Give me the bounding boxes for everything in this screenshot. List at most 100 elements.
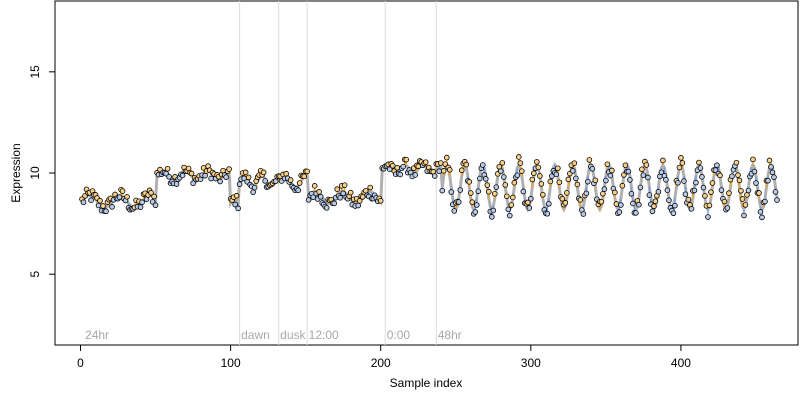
data-point (691, 187, 698, 194)
data-point (440, 168, 447, 174)
data-point (531, 170, 537, 177)
data-points (79, 154, 780, 221)
data-point (762, 198, 768, 205)
data-point (718, 187, 725, 193)
data-point (497, 168, 504, 174)
annotation-label: dawn (241, 328, 270, 342)
data-point (535, 164, 542, 171)
data-point (721, 198, 728, 205)
data-point (166, 173, 172, 180)
data-point (347, 189, 354, 196)
data-point (188, 170, 195, 177)
data-point (585, 178, 591, 185)
data-point (603, 177, 609, 184)
data-point (627, 177, 633, 183)
data-point (311, 183, 318, 189)
data-point (559, 195, 566, 202)
data-point (466, 179, 473, 185)
data-point (705, 214, 711, 220)
data-point (750, 156, 756, 163)
data-point (179, 172, 186, 179)
x-axis-label: Sample index (390, 376, 463, 390)
data-point (616, 209, 623, 215)
data-point (609, 167, 615, 174)
data-point (685, 196, 692, 203)
data-point (415, 163, 422, 170)
data-point (564, 190, 570, 196)
data-point (400, 163, 407, 170)
data-point (618, 202, 624, 208)
data-point (637, 184, 644, 191)
data-point (726, 190, 732, 196)
data-point (301, 173, 307, 180)
data-point (103, 208, 109, 215)
data-point (675, 180, 681, 186)
data-point (516, 154, 522, 160)
data-point (756, 190, 762, 196)
data-point (589, 165, 596, 172)
data-point (355, 202, 362, 209)
data-point (682, 191, 689, 198)
data-point (580, 211, 587, 217)
data-point (367, 184, 374, 191)
data-point (753, 180, 759, 186)
data-point (601, 186, 608, 192)
data-point (296, 180, 303, 186)
data-point (534, 159, 540, 165)
data-point (660, 157, 666, 164)
data-point (88, 197, 94, 203)
data-point (287, 177, 294, 183)
y-tick-label: 5 (28, 271, 42, 278)
data-point (571, 160, 578, 166)
data-point (670, 210, 677, 217)
data-point (164, 165, 171, 172)
data-point (612, 189, 618, 196)
data-point (458, 167, 465, 174)
x-tick-label: 300 (521, 356, 541, 370)
x-tick-label: 100 (221, 356, 241, 370)
data-point (502, 182, 509, 188)
data-point (525, 199, 531, 206)
data-point (119, 188, 126, 194)
data-point (537, 173, 543, 179)
data-point (443, 154, 450, 161)
annotation-label: 24hr (85, 328, 109, 342)
data-point (613, 201, 620, 207)
data-point (493, 184, 500, 190)
data-point (738, 187, 744, 194)
data-point (652, 198, 659, 205)
data-point (473, 202, 480, 208)
data-point (771, 174, 777, 180)
x-tick-label: 0 (77, 356, 84, 370)
annotation-label: 12:00 (309, 328, 339, 342)
data-point (607, 172, 614, 179)
annotations: 24hr dawn dusk 12:00 0:00 48hr (85, 328, 462, 342)
data-point (619, 182, 626, 189)
data-point (472, 209, 479, 215)
data-point (622, 162, 629, 169)
data-point (729, 173, 735, 180)
data-point (245, 174, 252, 181)
data-point (316, 189, 322, 195)
data-point (479, 162, 486, 168)
data-point (604, 161, 611, 168)
data-point (733, 159, 740, 166)
data-point (236, 181, 243, 188)
data-point (217, 178, 223, 185)
data-point (769, 169, 776, 176)
data-point (233, 192, 240, 199)
data-point (508, 202, 515, 208)
data-point (475, 188, 482, 195)
data-point (658, 169, 665, 176)
annotation-label: dusk (280, 328, 306, 342)
data-point (451, 208, 458, 214)
data-point (331, 200, 337, 207)
data-point (208, 175, 214, 182)
data-point (741, 212, 747, 219)
data-point (485, 188, 492, 195)
data-point (573, 175, 579, 182)
data-point (699, 174, 705, 180)
data-point (436, 168, 443, 175)
data-point (262, 178, 268, 184)
data-point (137, 204, 144, 210)
